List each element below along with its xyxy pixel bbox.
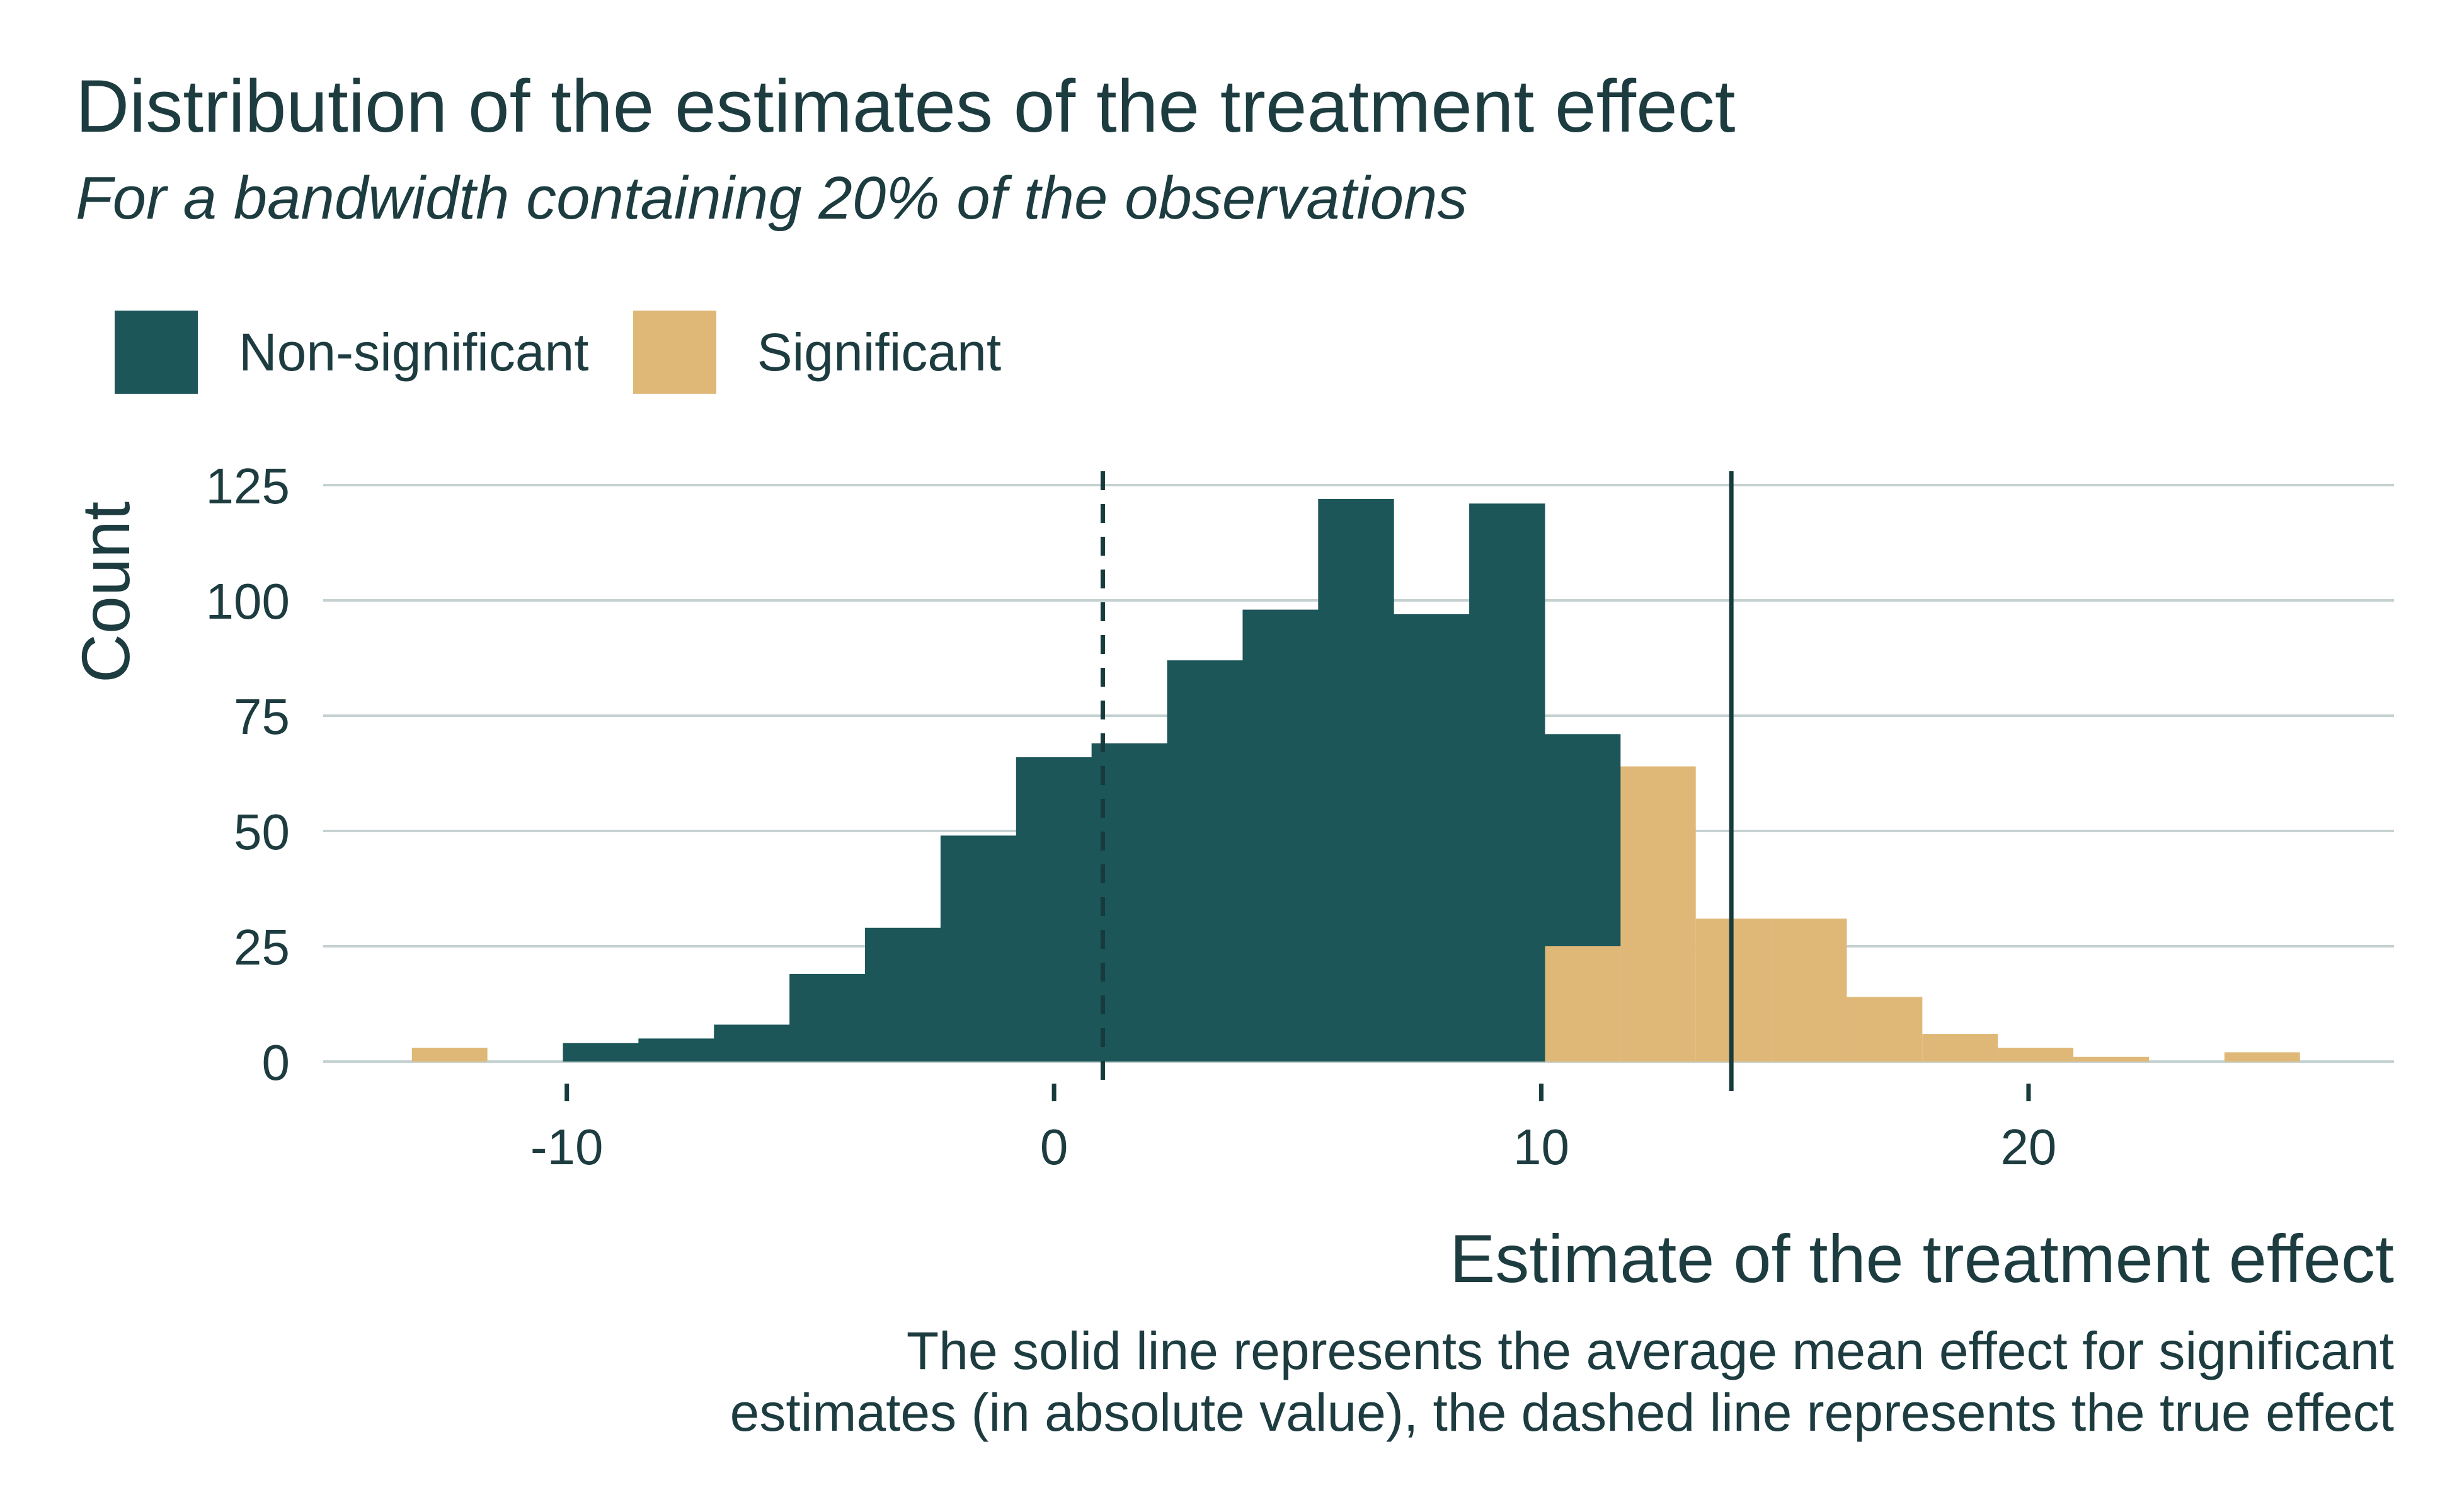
bar-non-significant — [714, 1024, 790, 1062]
chart-subtitle: For a bandwidth containing 20% of the ob… — [76, 164, 1468, 232]
y-tick-label: 100 — [206, 573, 290, 629]
bar-significant — [1771, 919, 1847, 1062]
bar-non-significant — [1394, 614, 1470, 1062]
chart-title: Distribution of the estimates of the tre… — [76, 65, 1736, 148]
x-tick-label: 0 — [1040, 1119, 1068, 1175]
bar-non-significant — [1016, 757, 1092, 1062]
legend-label-non-significant: Non-significant — [239, 322, 589, 382]
bars-layer — [411, 498, 2300, 1062]
bar-non-significant — [940, 835, 1017, 1062]
bar-significant — [1847, 997, 1923, 1062]
y-tick-label: 125 — [206, 458, 290, 514]
y-tick-label: 50 — [234, 804, 290, 860]
bar-non-significant — [789, 973, 866, 1062]
y-tick-label: 0 — [262, 1034, 290, 1091]
x-tick-label: 20 — [2000, 1119, 2056, 1175]
y-axis-title: Count — [67, 501, 144, 683]
bar-non-significant — [865, 927, 941, 1062]
x-tick-label: -10 — [530, 1119, 604, 1175]
caption-line-1: The solid line represents the average me… — [906, 1321, 2394, 1380]
legend: Non-significant Significant — [115, 311, 1045, 394]
legend-item-significant: Significant — [633, 311, 1002, 394]
bar-non-significant — [1544, 734, 1621, 946]
bar-significant — [2224, 1052, 2300, 1062]
x-axis-title: Estimate of the treatment effect — [1450, 1220, 2394, 1297]
bar-significant — [2073, 1057, 2149, 1062]
ticks-layer: 0 25 50 75 100 125 -10 0 10 20 — [206, 458, 2057, 1175]
bar-non-significant — [1318, 498, 1394, 1062]
bar-significant — [1620, 766, 1696, 1062]
bar-significant — [1998, 1048, 2074, 1062]
bar-significant — [1544, 946, 1620, 1062]
bar-significant — [1922, 1034, 1998, 1062]
x-tick-label: 10 — [1513, 1119, 1569, 1175]
bar-significant — [411, 1048, 488, 1062]
y-tick-label: 25 — [234, 919, 290, 975]
caption-line-2: estimates (in absolute value), the dashe… — [730, 1383, 2394, 1443]
chart-caption: The solid line represents the average me… — [504, 1320, 2394, 1444]
bar-non-significant — [1167, 660, 1243, 1062]
bar-non-significant — [563, 1043, 639, 1062]
reference-lines-layer — [1100, 471, 1734, 1091]
legend-label-significant: Significant — [757, 322, 1002, 382]
legend-swatch-non-significant — [115, 311, 198, 394]
bar-non-significant — [1242, 609, 1319, 1062]
y-tick-label: 75 — [234, 689, 290, 745]
bar-non-significant — [638, 1038, 714, 1062]
bar-non-significant — [1469, 503, 1545, 1062]
legend-item-non-significant: Non-significant — [115, 311, 589, 394]
legend-swatch-significant — [633, 311, 716, 394]
